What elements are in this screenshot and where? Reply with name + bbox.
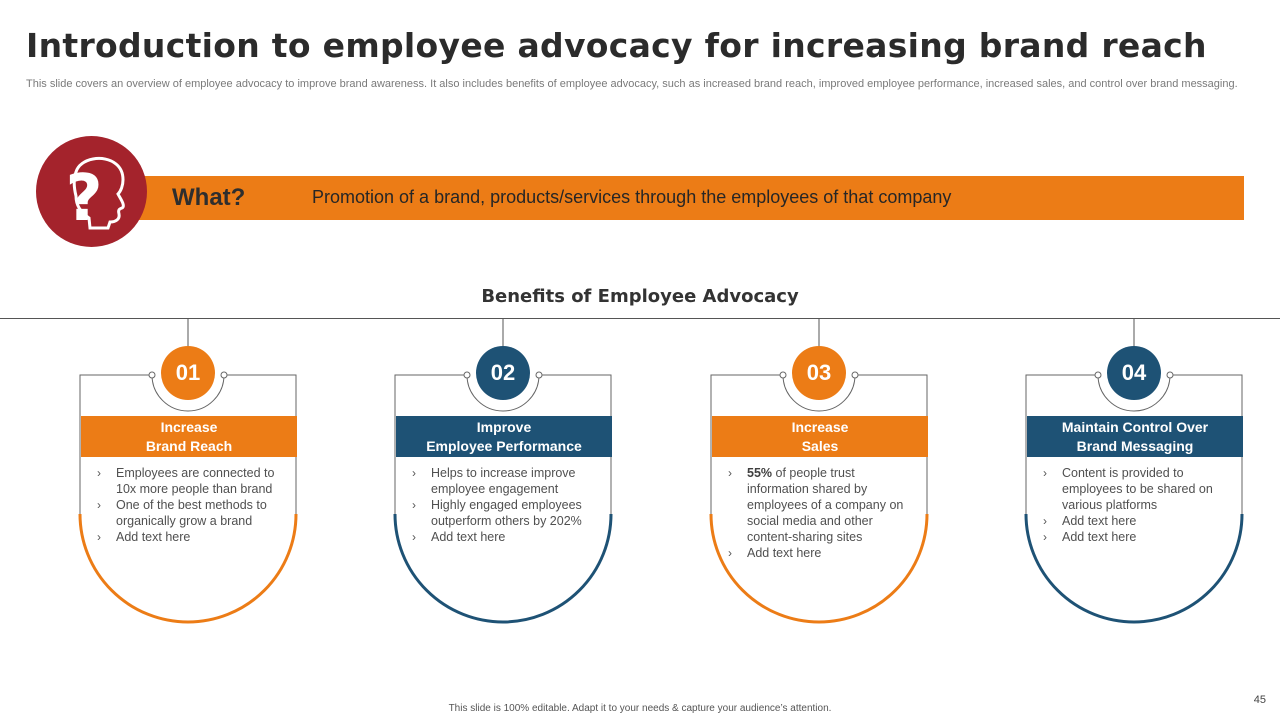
card-heading-line2: Sales — [801, 437, 839, 454]
card-heading-line1: Improve — [476, 418, 532, 435]
bullet-text: Add text here — [1062, 514, 1137, 528]
list-item: › Add text here — [1043, 529, 1233, 545]
chevron-right-icon: › — [1043, 514, 1047, 528]
card-heading-line2: Brand Reach — [145, 437, 233, 454]
bullet-text: Add text here — [747, 546, 822, 560]
chevron-right-icon: › — [728, 546, 732, 560]
bullet-text: Helps to increase improve employee engag… — [431, 466, 576, 496]
slide-subtitle: This slide covers an overview of employe… — [26, 78, 1238, 90]
benefit-card: 01 Increase Brand Reach › Employees are conn… — [73, 319, 303, 629]
chevron-right-icon: › — [412, 498, 416, 512]
list-item: › Highly engaged employees outperform oth… — [412, 497, 602, 529]
card-heading-line1: Increase — [791, 418, 849, 435]
card-frame — [393, 319, 613, 624]
card-number-badge: 04 — [1107, 346, 1161, 400]
chevron-right-icon: › — [728, 466, 732, 480]
list-item: › Add text here — [97, 529, 287, 545]
card-frame — [1024, 319, 1244, 624]
card-bullet-list: › Helps to increase improve employee enga… — [412, 465, 602, 545]
bullet-text: Highly engaged employees outperform othe… — [431, 498, 582, 528]
chevron-right-icon: › — [97, 530, 101, 544]
page-number: 45 — [1253, 694, 1266, 706]
card-heading: Improve Employee Performance — [396, 416, 612, 457]
list-item: › Helps to increase improve employee enga… — [412, 465, 602, 497]
chevron-right-icon: › — [1043, 530, 1047, 544]
list-item: › Add text here — [728, 545, 918, 561]
svg-text:?: ? — [65, 162, 102, 236]
card-number-badge: 03 — [792, 346, 846, 400]
list-item: › Content is provided to employees to be … — [1043, 465, 1233, 513]
card-bullet-list: › Content is provided to employees to be … — [1043, 465, 1233, 545]
list-item: › Employees are connected to 10x more peo… — [97, 465, 287, 497]
bullet-text: One of the best methods to organically g… — [116, 498, 267, 528]
slide-footer: This slide is 100% editable. Adapt it to… — [448, 703, 832, 714]
card-heading: Increase Brand Reach — [81, 416, 297, 457]
card-bullet-list: › Employees are connected to 10x more peo… — [97, 465, 287, 545]
card-heading-line1: Maintain Control Over — [1061, 418, 1209, 435]
question-head-icon: ? — [36, 136, 147, 247]
chevron-right-icon: › — [97, 498, 101, 512]
list-item: › One of the best methods to organically … — [97, 497, 287, 529]
bullet-text: Add text here — [1062, 530, 1137, 544]
list-item: › Add text here — [412, 529, 602, 545]
card-frame — [78, 319, 298, 624]
card-heading-line1: Increase — [160, 418, 218, 435]
chevron-right-icon: › — [412, 466, 416, 480]
benefits-title: Benefits of Employee Advocacy — [481, 286, 799, 307]
chevron-right-icon: › — [412, 530, 416, 544]
list-item: › 55% of people trust information shared … — [728, 465, 918, 545]
chevron-right-icon: › — [1043, 466, 1047, 480]
bullet-text: Add text here — [116, 530, 191, 544]
bullet-text: Add text here — [431, 530, 506, 544]
benefit-card: 02 Improve Employee Performance › Helps to i… — [388, 319, 618, 629]
card-heading-line2: Brand Messaging — [1076, 437, 1194, 454]
what-definition: Promotion of a brand, products/services … — [312, 187, 952, 207]
card-number-badge: 01 — [161, 346, 215, 400]
benefits-divider — [0, 318, 1280, 319]
bullet-text: Employees are connected to 10x more peop… — [116, 466, 275, 496]
card-heading-line2: Employee Performance — [426, 437, 582, 454]
card-frame — [709, 319, 929, 624]
slide-title: Introduction to employee advocacy for in… — [26, 26, 1207, 65]
bullet-text: Content is provided to employees to be s… — [1062, 466, 1213, 512]
what-banner — [138, 176, 1244, 220]
chevron-right-icon: › — [97, 466, 101, 480]
bullet-text: of people trust information shared by em… — [747, 466, 904, 544]
card-heading: Increase Sales — [712, 416, 928, 457]
card-number-badge: 02 — [476, 346, 530, 400]
card-bullet-list: › 55% of people trust information shared … — [728, 465, 918, 561]
list-item: › Add text here — [1043, 513, 1233, 529]
bullet-highlight: 55% — [747, 466, 773, 480]
card-heading: Maintain Control Over Brand Messaging — [1027, 416, 1243, 457]
benefit-card: 04 Maintain Control Over Brand Messaging › C… — [1019, 319, 1249, 629]
benefit-card: 03 Increase Sales › 55% of people trust info… — [704, 319, 934, 629]
what-label: What? — [172, 184, 246, 211]
